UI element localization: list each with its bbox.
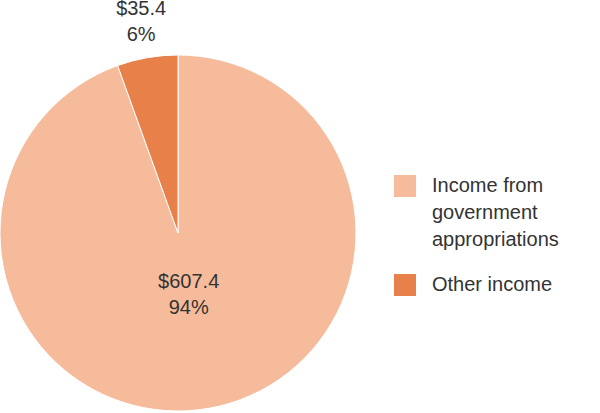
svg-text:$607.4: $607.4 [158, 270, 219, 292]
svg-text:6%: 6% [127, 23, 156, 45]
svg-text:$35.4: $35.4 [116, 0, 166, 19]
svg-text:94%: 94% [169, 296, 209, 318]
html-text:Other income: Other income [432, 273, 553, 295]
html-text:Income from government appropr: Income from government appropriations [432, 174, 559, 250]
